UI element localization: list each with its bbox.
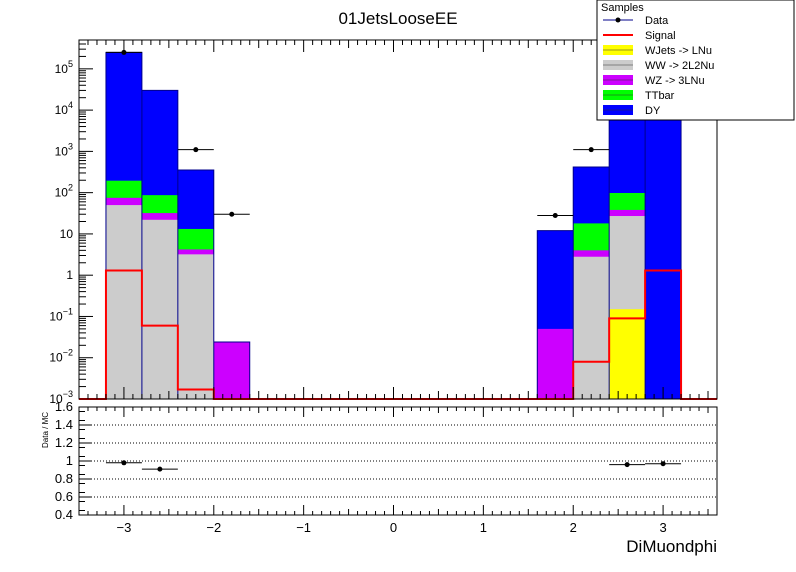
legend-entry: Signal (603, 30, 676, 42)
legend-label: WW -> 2L2Nu (645, 60, 714, 72)
stack-bar (609, 309, 646, 399)
ratio-grid: 0.4 0.6 0.8 1 1.2 1.4 1.6 (55, 399, 717, 522)
ratio-y-tick-label: 1.2 (55, 435, 73, 450)
ratio-y-tick-label: 1.6 (55, 399, 73, 414)
y-tick-label: 10−2 (49, 348, 73, 365)
legend-label: Signal (645, 30, 676, 42)
x-tick-label: −1 (296, 520, 311, 535)
x-tick-label: 0 (390, 520, 397, 535)
data-marker (588, 147, 594, 153)
data-point (537, 212, 574, 218)
data-marker (229, 211, 235, 217)
legend-label: WJets -> LNu (645, 45, 712, 57)
x-tick-label: 3 (659, 520, 666, 535)
ratio-y-tick-label: 1 (66, 453, 73, 468)
stack-bar (177, 254, 214, 399)
legend-swatch-marker (615, 17, 621, 23)
y-tick-label: 103 (55, 141, 73, 158)
y-tick-label: 10−3 (49, 389, 73, 406)
y-tick-label: 10 (60, 227, 74, 241)
ratio-y-tick-label: 1.4 (55, 417, 73, 432)
ratio-point (141, 466, 178, 472)
y-tick-label: 1 (66, 268, 73, 282)
stack-bar (141, 219, 178, 399)
legend-label: WZ -> 3LNu (645, 75, 705, 87)
legend-entry: WW -> 2L2Nu (603, 60, 714, 72)
legend-label: TTbar (645, 90, 675, 102)
data-marker (193, 147, 199, 153)
ratio-marker (157, 466, 163, 472)
y-tick-label: 105 (55, 59, 73, 76)
y-tick-label: 102 (55, 183, 73, 200)
ratio-y-tick-label: 0.4 (55, 507, 73, 522)
stack-wjets-lnu (609, 309, 646, 399)
ratio-y-tick-label: 0.8 (55, 471, 73, 486)
data-point (213, 211, 250, 217)
chart-title: 01JetsLooseEE (338, 9, 457, 28)
stack-bar (105, 205, 142, 399)
legend-entry: TTbar (603, 90, 675, 102)
legend-entry: DY (603, 105, 661, 117)
stack-bar (537, 328, 574, 399)
legend-label: Data (645, 15, 669, 27)
legend-entry: WZ -> 3LNu (603, 75, 705, 87)
data-point (105, 49, 142, 55)
data-point (573, 147, 610, 153)
data-point (177, 147, 214, 153)
legend-entry: Data (603, 15, 669, 27)
ratio-y-tick-label: 0.6 (55, 489, 73, 504)
legend-entry: WJets -> LNu (603, 45, 712, 57)
ratio-y-axis-label: Data / MC (41, 412, 50, 448)
ratio-point (609, 462, 646, 468)
ratio-point (645, 461, 682, 467)
stack-bar (573, 256, 610, 399)
ratio-point (105, 460, 142, 466)
data-marker (552, 212, 558, 218)
main-frame (78, 39, 718, 400)
x-tick-label: −2 (206, 520, 221, 535)
legend-title: Samples (601, 2, 644, 14)
stack-bar (213, 342, 250, 399)
x-tick-label: −3 (117, 520, 132, 535)
x-axis-label: DiMuondphi (626, 537, 717, 556)
stack-ww-2l2nu (105, 205, 646, 399)
ratio-plot: 0.4 0.6 0.8 1 1.2 1.4 1.6 −3 −2 −1 0 1 2 3 (55, 399, 718, 535)
ratio-marker (660, 461, 666, 467)
x-axis: −3 −2 −1 0 1 2 3 (78, 407, 718, 535)
data-marker (121, 49, 127, 55)
x-tick-label: 1 (480, 520, 487, 535)
ratio-marker (121, 460, 127, 466)
x-tick-label: 2 (570, 520, 577, 535)
main-plot: 10−3 10−2 10−1 1 10 102 103 104 105 (49, 39, 718, 406)
legend-label: DY (645, 105, 661, 117)
ratio-marker (624, 462, 630, 468)
y-tick-label: 104 (55, 100, 73, 117)
y-tick-label: 10−1 (49, 306, 73, 323)
y-axis: 10−3 10−2 10−1 1 10 102 103 104 105 (49, 39, 93, 406)
